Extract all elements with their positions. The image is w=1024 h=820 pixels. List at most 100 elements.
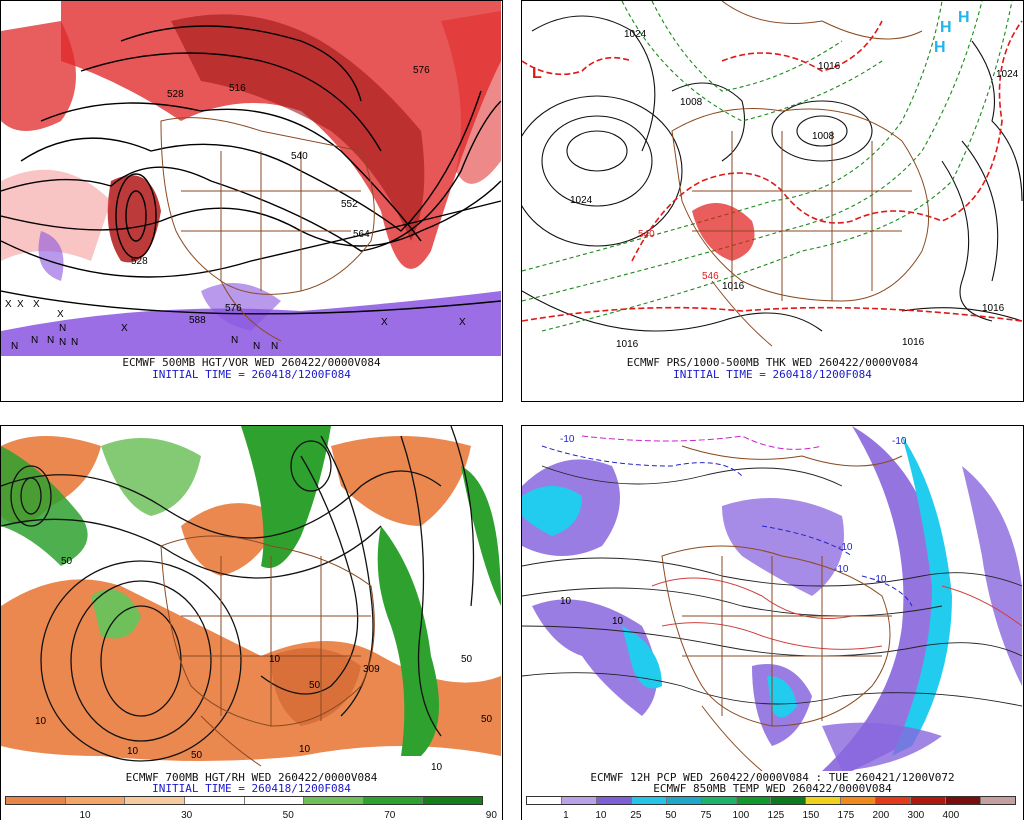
min-max-mark: N [253, 341, 261, 352]
moist-patch-center [101, 438, 201, 516]
min-max-mark: X [33, 299, 40, 310]
precip-area-south [822, 722, 942, 771]
low-pressure-mark: L [532, 65, 542, 82]
legend-tick-label: 100 [732, 810, 750, 820]
neg-vorticity-patch [201, 283, 281, 331]
legend-tick-label: 10 [595, 810, 607, 820]
legend-tick-label: 125 [767, 810, 785, 820]
min-max-mark: X [17, 299, 24, 310]
contour-label-3: 516 [229, 83, 246, 94]
legend-swatch [980, 797, 1015, 804]
isobar-label: 1024 [996, 69, 1019, 80]
legend-swatch [423, 797, 482, 804]
legend-swatch [806, 797, 842, 804]
panel-precip-850temp: -10 -10 -10 -10 -10 10 10 ECMWF 12H PCP … [521, 425, 1024, 820]
legend-swatch [244, 797, 305, 804]
panel-pressure-thickness: 1024 1008 1016 1008 1024 540 546 1016 10… [521, 0, 1024, 402]
min-max-mark: N [59, 337, 67, 348]
legend-swatch [65, 797, 126, 804]
panel-caption-secondary: ECMWF 850MB TEMP WED 260422/0000V084 [653, 782, 892, 795]
thickness-label: 540 [638, 229, 655, 240]
legend-tick-label: 1 [563, 810, 569, 820]
contour-label-7: 564 [353, 229, 370, 240]
thickness-red [522, 20, 1023, 322]
isobar-label: 1008 [812, 131, 835, 142]
vorticity-area-east [441, 11, 501, 184]
rh-label: 50 [309, 680, 321, 691]
temp-label: 10 [612, 616, 624, 627]
legend-swatch [527, 797, 562, 804]
legend-swatch [736, 797, 772, 804]
temp-label: -10 [834, 564, 849, 575]
min-max-mark: N [47, 335, 55, 346]
legend-tick-label: 175 [837, 810, 855, 820]
isobar-label: 1024 [570, 195, 593, 206]
legend-tick-label: 25 [630, 810, 642, 820]
min-max-mark: N [31, 335, 39, 346]
political-borders [661, 445, 903, 771]
rh-label: 10 [299, 744, 311, 755]
isobar-label: 1016 [982, 303, 1005, 314]
contour-label-6: 552 [341, 199, 358, 210]
rh-label: 50 [461, 654, 473, 665]
dry-area-mid [181, 503, 281, 576]
isobar-label: 1016 [902, 337, 925, 348]
legend-tick-label: 150 [802, 810, 820, 820]
high-pressure-mark: H [934, 39, 946, 56]
precip-color-legend: 1 10 25 50 75 100 125 150 175 200 300 400 [526, 796, 1016, 820]
initial-time: INITIAL TIME = 260418/1200F084 [673, 368, 872, 381]
contour-label-1: 576 [413, 65, 430, 76]
vorticity-area-low [107, 175, 161, 263]
moist-patch-sw [91, 589, 141, 639]
heavy-precip-cluster [692, 203, 755, 261]
contour-label-2: 528 [167, 89, 184, 100]
isobar-label: 1008 [680, 97, 703, 108]
political-borders [671, 1, 930, 347]
isobar-label: 1016 [616, 339, 639, 350]
temp-label: -10 [892, 436, 907, 447]
political-borders [160, 117, 375, 342]
legend-swatch [304, 797, 364, 804]
legend-swatch [666, 797, 702, 804]
precip-area-central [722, 498, 844, 596]
rh-label: 50 [481, 714, 493, 725]
min-max-mark: N [271, 341, 279, 352]
isobar-label: 1024 [624, 29, 647, 40]
isobar-label: 1016 [722, 281, 745, 292]
height-label: 309 [363, 664, 380, 675]
initial-time: INITIAL TIME = 260418/1200F084 [152, 368, 351, 381]
legend-swatch [841, 797, 877, 804]
precip-band-east-heavy [892, 436, 952, 756]
legend-swatch [125, 797, 185, 804]
precip-legend-bar [526, 796, 1016, 805]
legend-tick-label: 90 [485, 810, 497, 820]
legend-tick-label: 30 [181, 810, 193, 820]
neg-vorticity-patch2 [38, 231, 64, 281]
rh-label: 50 [61, 556, 73, 567]
moist-band-northwest [1, 446, 88, 566]
political-borders [160, 535, 375, 767]
precip-area-west-heavy [522, 486, 582, 536]
legend-swatch [184, 797, 245, 804]
legend-swatch [631, 797, 667, 804]
map-pressure [522, 1, 1023, 356]
legend-swatch [771, 797, 807, 804]
warm-temp-contours [651, 577, 1023, 650]
temp-contours [522, 465, 1023, 707]
panel-700mb-hgt-rh: 50 10 10 50 50 10 10 50 10 309 50 ECMWF … [0, 425, 503, 820]
contour-label-8: 588 [189, 315, 206, 326]
min-max-mark: X [381, 317, 388, 328]
legend-swatch [701, 797, 737, 804]
rh-label: 10 [269, 654, 281, 665]
temp-label: -10 [560, 434, 575, 445]
moist-band-far-east [461, 466, 501, 606]
legend-swatch [6, 797, 66, 804]
legend-tick-label: 300 [907, 810, 925, 820]
temp-label: -10 [838, 542, 853, 553]
min-max-mark: X [5, 299, 12, 310]
high-pressure-mark: H [940, 19, 952, 36]
map-700mb [1, 426, 502, 771]
min-max-mark: X [57, 309, 64, 320]
contour-label-5: 540 [291, 151, 308, 162]
map-500mb [1, 1, 502, 356]
